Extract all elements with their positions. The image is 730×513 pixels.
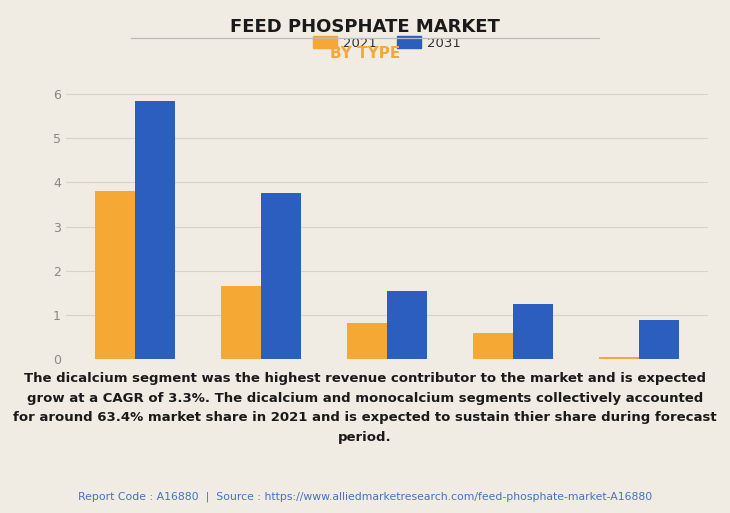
Text: Report Code : A16880  |  Source : https://www.alliedmarketresearch.com/feed-phos: Report Code : A16880 | Source : https://… [78,491,652,502]
Text: BY TYPE: BY TYPE [330,46,400,61]
Bar [261,193,301,359]
Bar [220,286,261,359]
Bar [472,332,513,359]
Bar [513,304,553,359]
Bar [135,101,175,359]
Text: The dicalcium segment was the highest revenue contributor to the market and is e: The dicalcium segment was the highest re… [13,372,717,444]
Bar [347,323,387,359]
Bar [599,358,639,359]
Bar [387,290,427,359]
Legend: 2021, 2031: 2021, 2031 [307,31,466,55]
Text: FEED PHOSPHATE MARKET: FEED PHOSPHATE MARKET [230,18,500,36]
Bar [95,191,135,359]
Bar [639,320,679,359]
